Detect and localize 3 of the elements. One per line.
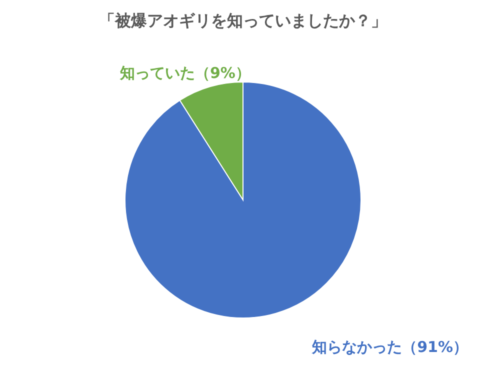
- chart-title: 「被爆アオギリを知っていましたか？」: [99, 11, 387, 30]
- slice-label: 知っていた（9%）: [119, 64, 250, 82]
- slice-label: 知らなかった（91%）: [311, 338, 468, 356]
